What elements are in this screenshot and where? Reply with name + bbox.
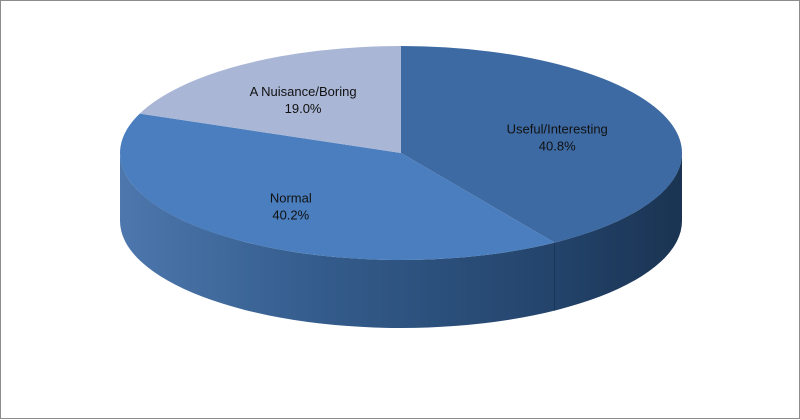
slice-category-label: A Nuisance/Boring: [250, 84, 357, 99]
slice-category-label: Useful/Interesting: [507, 121, 608, 136]
pie-slice: [401, 46, 682, 243]
pie-side-layer: [120, 153, 682, 328]
pie-slice: [139, 46, 402, 153]
pie-top-layer: [120, 46, 682, 260]
pie-label-layer: Useful/Interesting 40.8% Normal 40.2% A Nuis…: [250, 84, 608, 222]
pie-slice: [120, 113, 555, 260]
pie-side-wall: [120, 153, 682, 328]
slice-category-label: Normal: [270, 190, 312, 205]
slice-value-label: 19.0%: [285, 101, 322, 116]
slice-value-label: 40.2%: [272, 207, 309, 222]
slice-value-label: 40.8%: [539, 138, 576, 153]
